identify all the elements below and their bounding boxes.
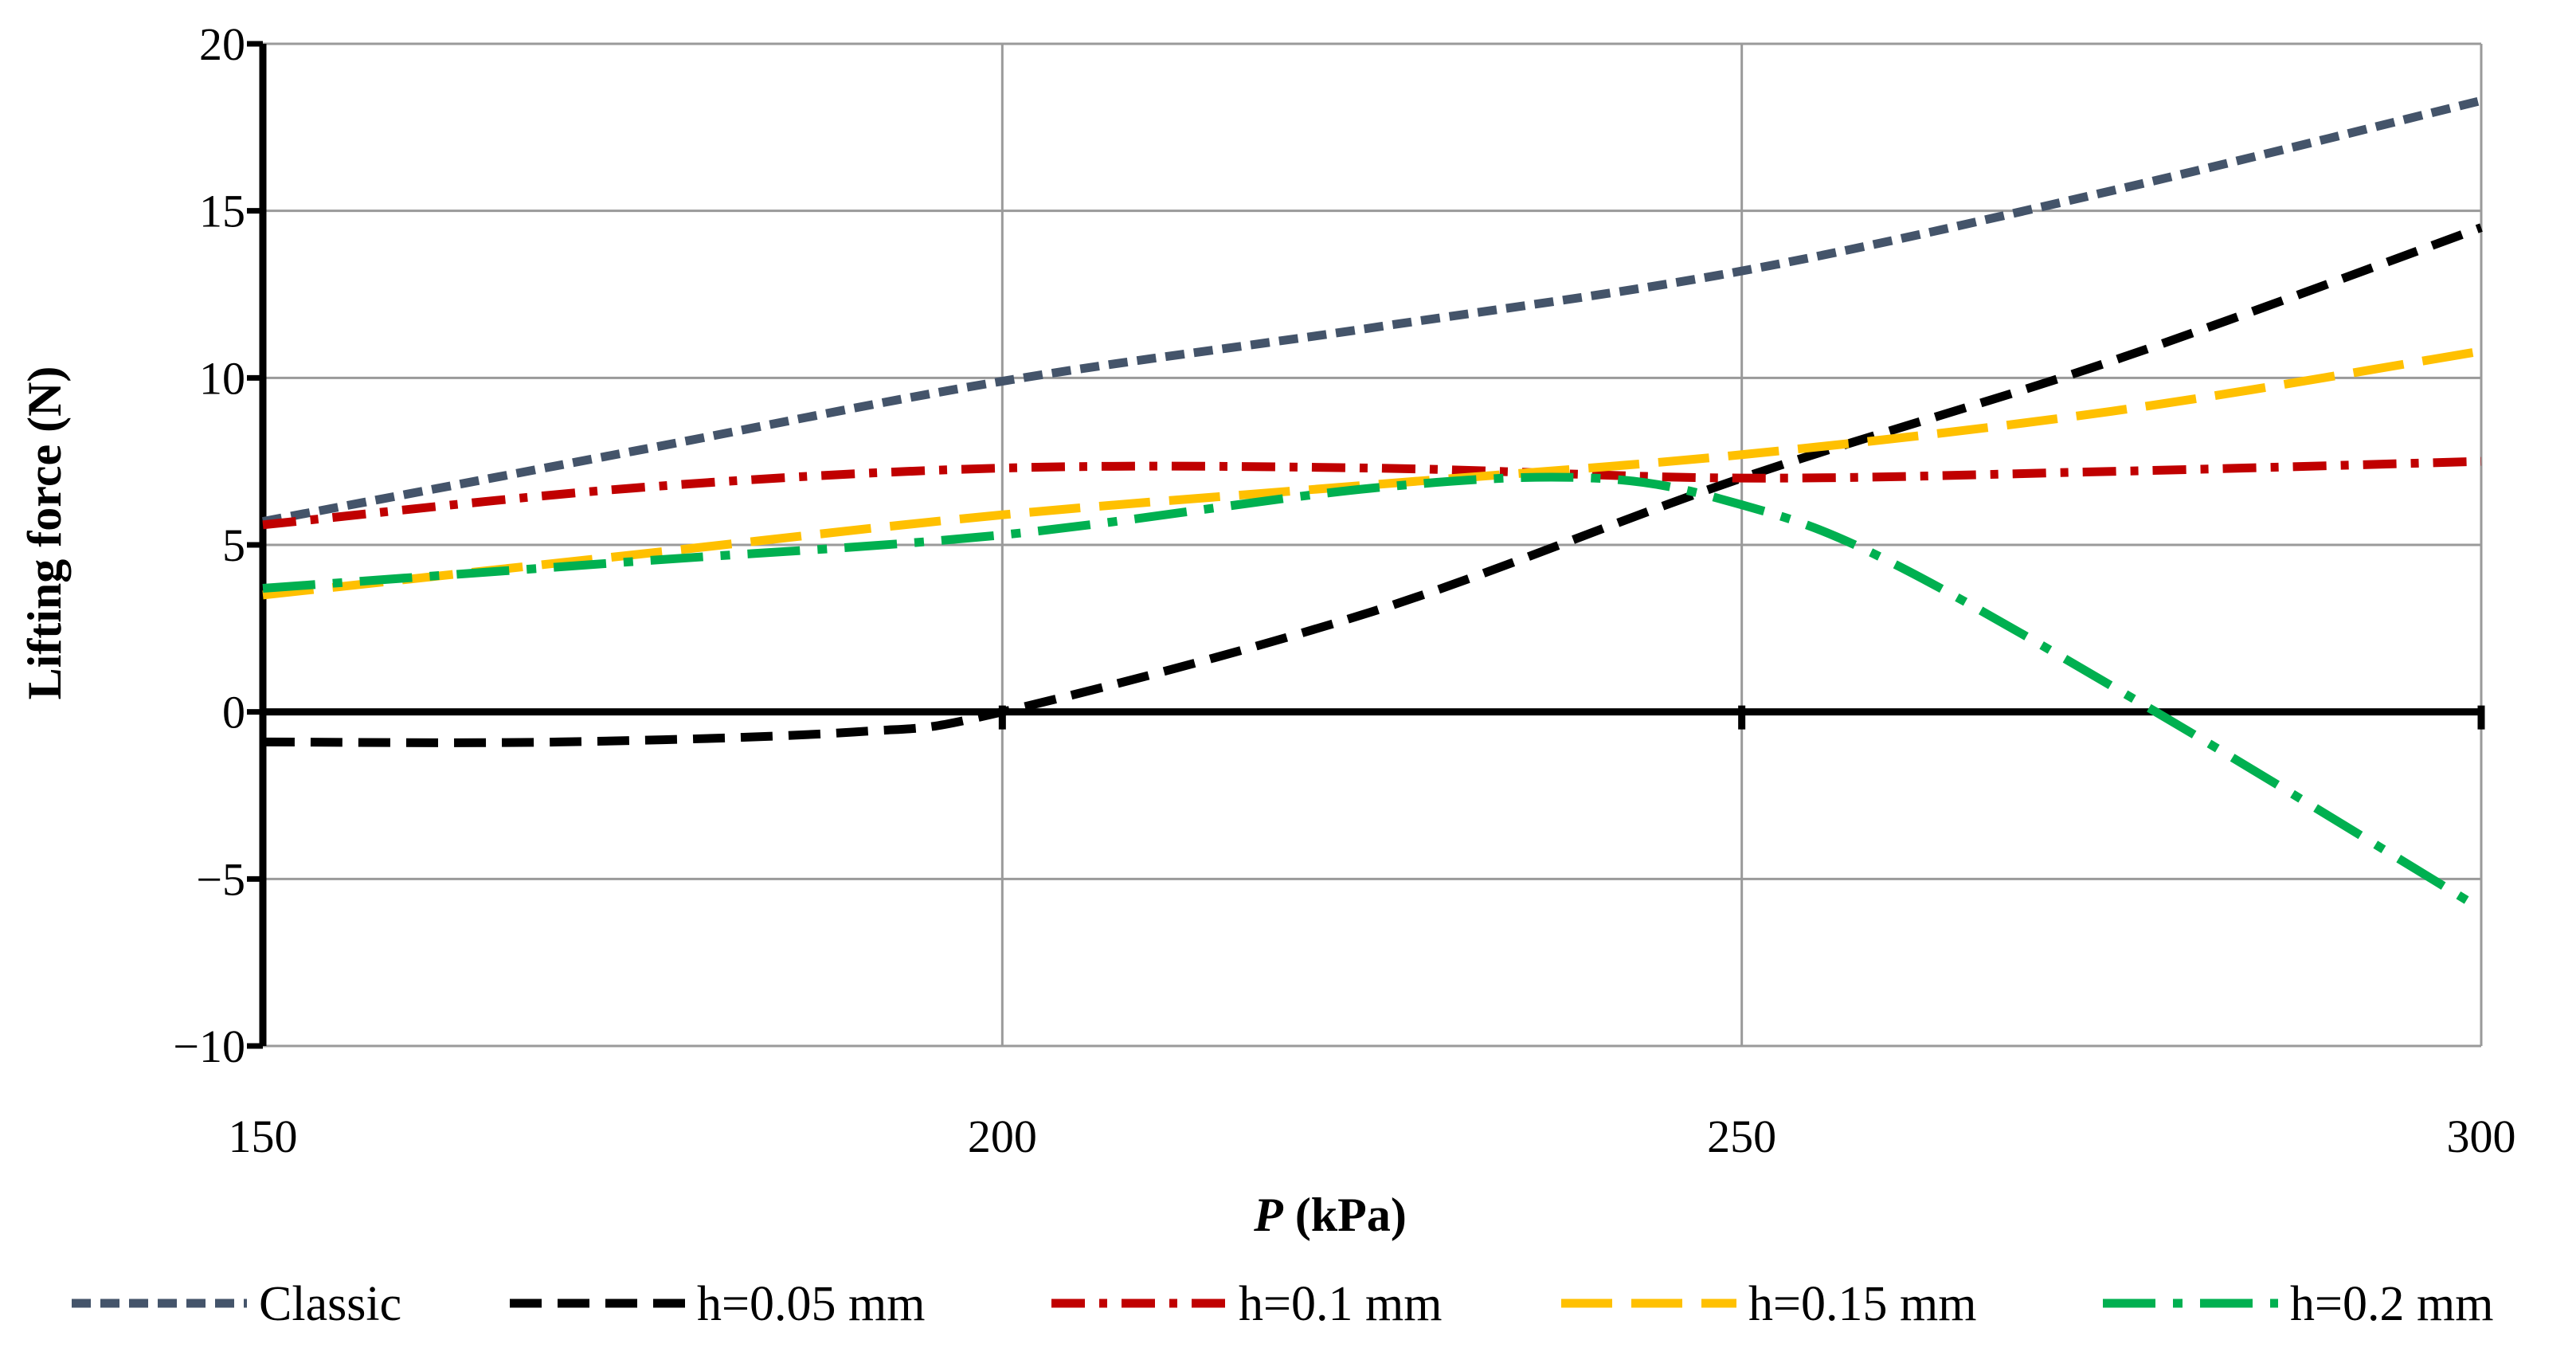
- legend-item-h-0-15-mm: h=0.15 mm: [1561, 1277, 1976, 1331]
- series-line-classic: [261, 96, 2483, 527]
- axes: [247, 41, 2485, 1049]
- legend-item-h-0-1-mm: h=0.1 mm: [1051, 1277, 1442, 1331]
- legend-item-classic: Classic: [72, 1277, 401, 1331]
- legend-label: h=0.05 mm: [697, 1277, 925, 1331]
- x-tick-label: 200: [968, 1111, 1037, 1162]
- series-layer: [261, 96, 2484, 913]
- series-line-h-0-15-mm: [262, 347, 2482, 600]
- legend: Classic h=0.05 mm h=0.1 mm h=0.15 mm h=0.2 m…: [72, 1277, 2493, 1331]
- y-tick-label: 0: [222, 687, 245, 738]
- series-line-h-0-05-mm: [262, 223, 2483, 747]
- series-line-h-0-2-mm: [262, 472, 2484, 913]
- y-axis-title: Lifting force (N): [18, 366, 71, 700]
- legend-item-h-0-2-mm: h=0.2 mm: [2103, 1277, 2493, 1331]
- y-tick-label: 20: [199, 18, 245, 70]
- x-tick-label: 250: [1707, 1111, 1776, 1162]
- legend-item-h-0-05-mm: h=0.05 mm: [510, 1277, 925, 1331]
- y-tick-label: −5: [196, 853, 245, 905]
- x-tick-label: 300: [2447, 1111, 2516, 1162]
- legend-label: h=0.1 mm: [1239, 1277, 1442, 1331]
- tick-labels: −10 −5 0 5 10 15 20 150 200 250 300: [173, 18, 2515, 1162]
- series-line-h-0-1-mm: [262, 456, 2482, 530]
- x-axis-title-variable: P: [1253, 1189, 1284, 1241]
- x-tick-label: 150: [229, 1111, 298, 1162]
- y-tick-label: 15: [199, 186, 245, 237]
- y-tick-label: 10: [199, 352, 245, 404]
- y-tick-label: −10: [173, 1020, 245, 1072]
- x-axis-title: P (kPa): [1253, 1189, 1407, 1241]
- legend-label: h=0.2 mm: [2290, 1277, 2493, 1331]
- legend-label: h=0.15 mm: [1748, 1277, 1976, 1331]
- legend-label: Classic: [259, 1277, 401, 1331]
- grid: [263, 42, 2483, 1048]
- x-axis-title-unit: (kPa): [1283, 1189, 1407, 1241]
- y-tick-label: 5: [222, 519, 245, 571]
